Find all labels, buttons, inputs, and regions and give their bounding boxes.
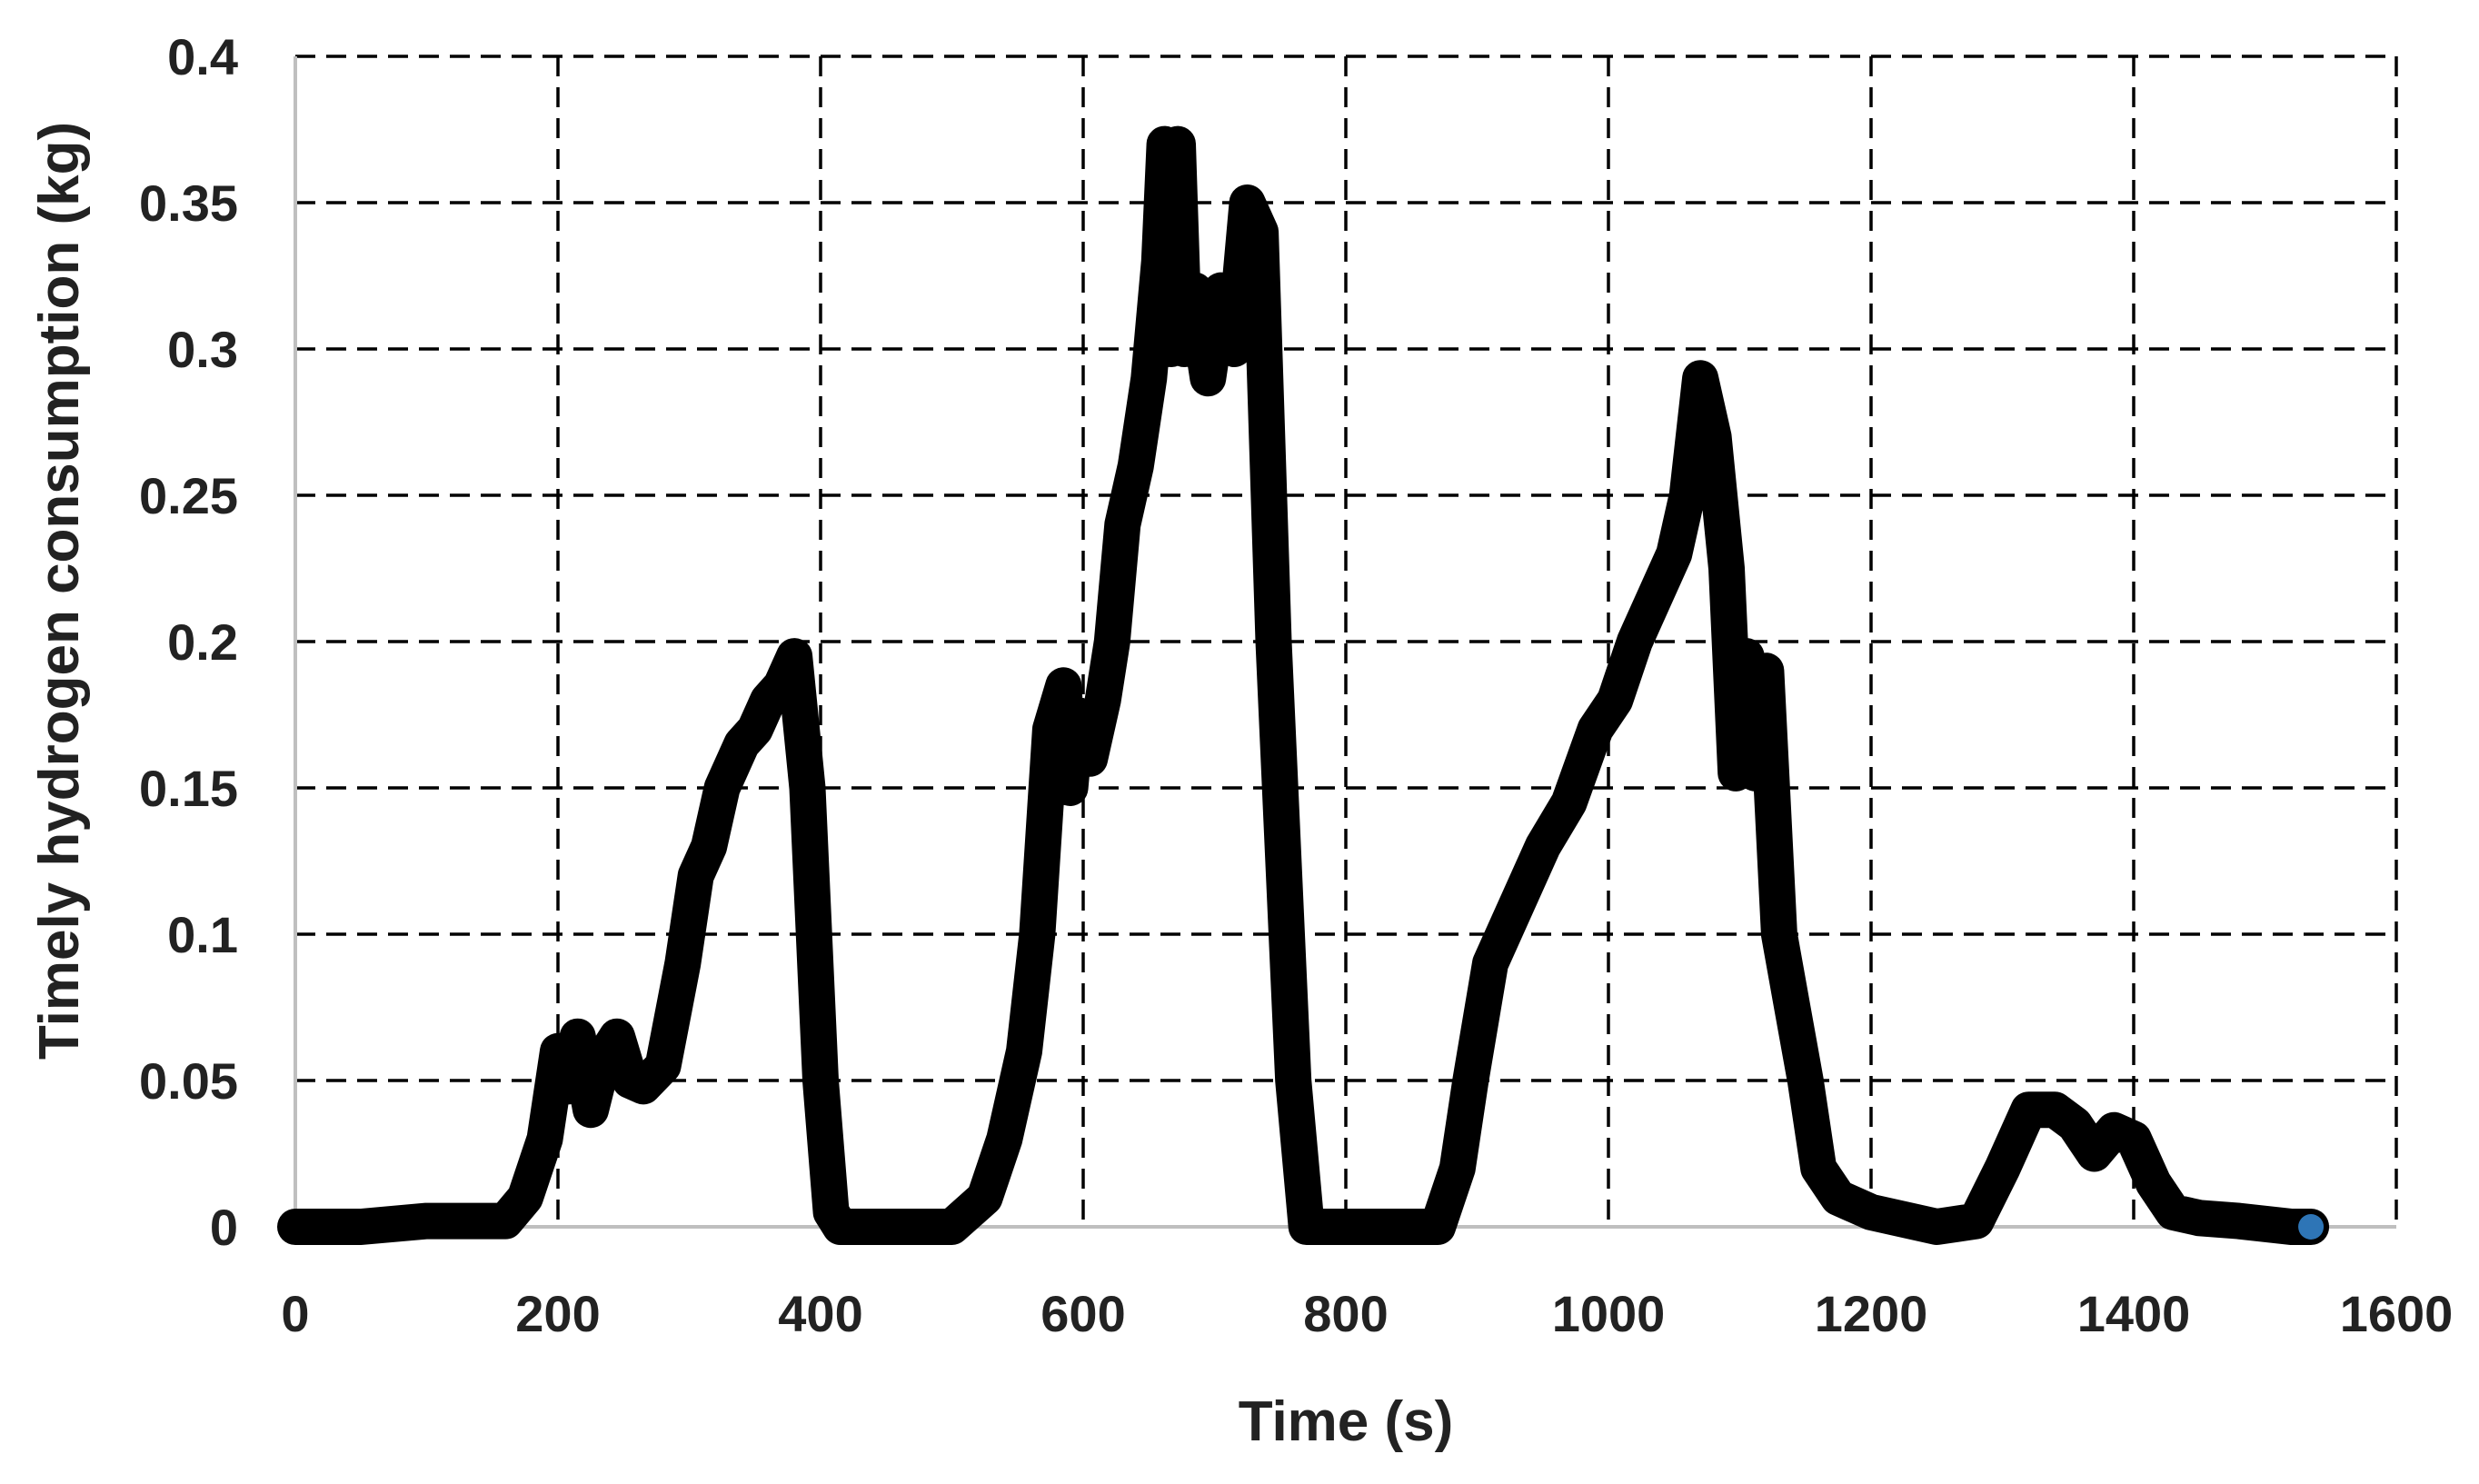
- x-tick-label: 1600: [2340, 1285, 2454, 1342]
- y-tick-label: 0.15: [139, 760, 238, 817]
- y-tick-label: 0.35: [139, 174, 238, 232]
- y-tick-label: 0.2: [167, 613, 238, 671]
- x-tick-labels: 0 200 400 600 800 1000 1200 1400 1600: [281, 1285, 2453, 1342]
- y-tick-label: 0: [210, 1199, 238, 1256]
- gridlines: [295, 55, 2398, 1227]
- series-layer: [277, 125, 2330, 1245]
- x-tick-label: 1000: [1552, 1285, 1666, 1342]
- x-tick-label: 1400: [2077, 1285, 2191, 1342]
- y-tick-label: 0.3: [167, 321, 238, 378]
- x-tick-label: 800: [1303, 1285, 1388, 1342]
- y-tick-label: 0.25: [139, 467, 238, 524]
- x-tick-label: 600: [1040, 1285, 1125, 1342]
- y-axis-title: Timely hydrogen consumption (kg): [28, 122, 91, 1060]
- series-end-marker: [2298, 1214, 2325, 1240]
- x-tick-label: 1200: [1815, 1285, 1928, 1342]
- y-tick-label: 0.05: [139, 1052, 238, 1110]
- x-tick-label: 400: [778, 1285, 862, 1342]
- y-tick-labels: 0 0.05 0.1 0.15 0.2 0.25 0.3 0.35 0.4: [139, 28, 238, 1256]
- x-axis-title: Time (s): [1239, 1390, 1454, 1453]
- x-tick-label: 200: [515, 1285, 600, 1342]
- x-tick-label: 0: [281, 1285, 309, 1342]
- y-tick-label: 0.4: [167, 28, 238, 85]
- series-line: [277, 125, 2330, 1245]
- y-tick-label: 0.1: [167, 906, 238, 963]
